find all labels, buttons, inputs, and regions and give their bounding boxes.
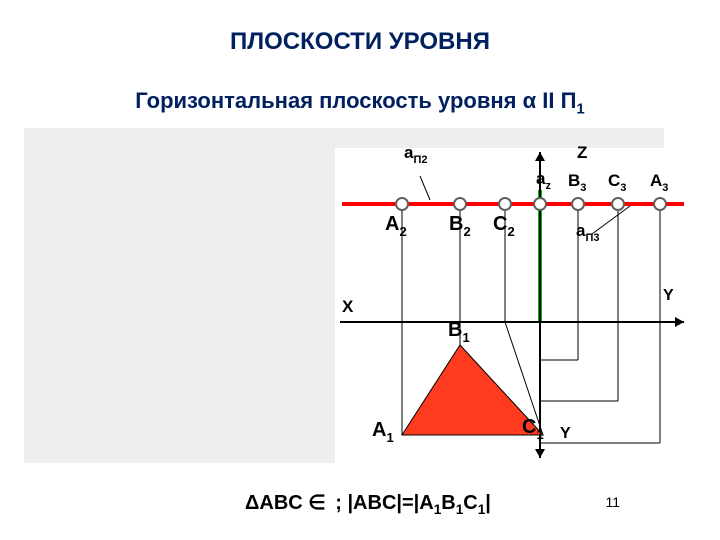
point-C3	[612, 198, 624, 210]
axis-x: X	[342, 297, 354, 316]
page-subtitle-text: Горизонтальная плоскость уровня α II П	[135, 88, 576, 113]
diagram-canvas: aП2aП3ZXYYA1B1C1A2B2C2azB3C3A3	[330, 140, 710, 480]
point-C2	[499, 198, 511, 210]
point-az	[534, 198, 546, 210]
projection-diagram: aП2aП3ZXYYA1B1C1A2B2C2azB3C3A3	[330, 140, 710, 480]
eq-m1: B	[441, 492, 455, 514]
page-number: 11	[605, 494, 620, 510]
point-B2	[454, 198, 466, 210]
equation-text: ΔABC ∈ ; |ABC|=|A1B1C1|	[245, 490, 491, 515]
page-title: ПЛОСКОСТИ УРОВНЯ	[0, 28, 720, 56]
page-subtitle-sub: 1	[576, 100, 584, 117]
page-number-text: 11	[605, 494, 620, 510]
axis-y-right: Y	[663, 287, 674, 304]
eq-m2: C	[463, 492, 477, 514]
page-title-text: ПЛОСКОСТИ УРОВНЯ	[230, 28, 490, 55]
page-subtitle: Горизонтальная плоскость уровня α II П1	[0, 88, 720, 114]
point-A2	[396, 198, 408, 210]
point-B3	[572, 198, 584, 210]
eq-prefix: ΔABC ∈ ; |ABC|=|A	[245, 492, 434, 514]
eq-suffix: |	[485, 492, 491, 514]
point-A3	[654, 198, 666, 210]
axis-z: Z	[577, 143, 587, 162]
axis-y-down: Y	[560, 425, 571, 442]
